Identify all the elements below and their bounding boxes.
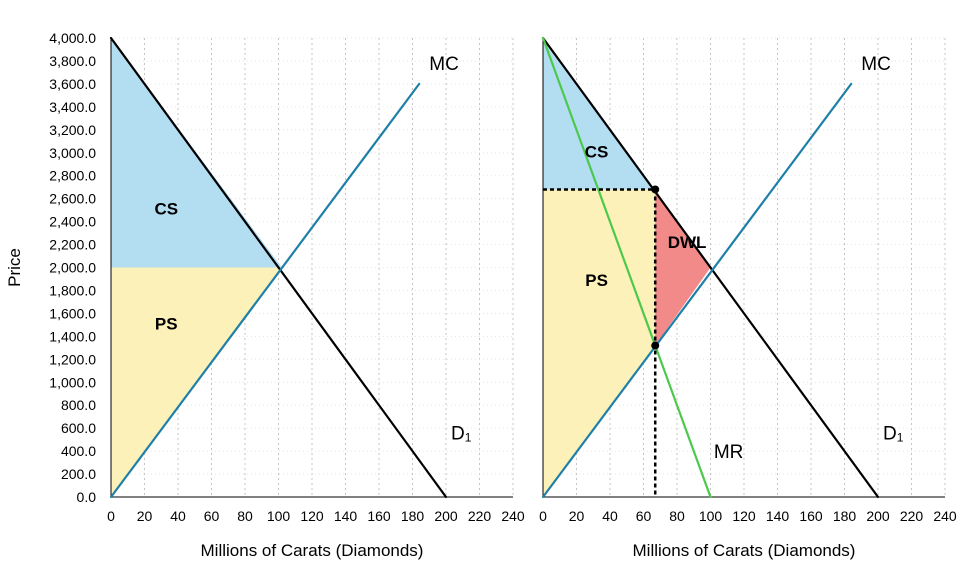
p1-y-tick-label-18: 3,600.0 <box>49 76 96 92</box>
p2-label-mr: MR <box>714 442 744 463</box>
p1-x-tick-label-120: 120 <box>300 508 324 524</box>
p2-label-demand-main: D <box>883 424 897 445</box>
p1-y-tick-label-7: 1,400.0 <box>49 328 96 344</box>
p1-y-tick-label-12: 2,400.0 <box>49 214 96 230</box>
p1-x-tick-label-0: 0 <box>107 508 115 524</box>
p2-x-tick-label-160: 160 <box>799 508 823 524</box>
p1-label-demand-subscript: 1 <box>465 431 472 445</box>
p1-x-tick-label-160: 160 <box>367 508 391 524</box>
p1-y-tick-label-8: 1,600.0 <box>49 305 96 321</box>
p1-x-tick-label-240: 240 <box>501 508 525 524</box>
p1-label-ps: PS <box>155 314 178 333</box>
p2-x-tick-label-20: 20 <box>569 508 585 524</box>
p1-y-tick-label-13: 2,600.0 <box>49 191 96 207</box>
p2-label-mc: MC <box>861 54 891 75</box>
p1-y-tick-label-5: 1,000.0 <box>49 374 96 390</box>
p1-x-tick-label-20: 20 <box>137 508 153 524</box>
p1-x-tick-label-140: 140 <box>334 508 358 524</box>
p2-x-tick-label-80: 80 <box>669 508 685 524</box>
p1-y-axis-title: Price <box>5 248 24 287</box>
p2-x-axis-title: Millions of Carats (Diamonds) <box>633 541 856 560</box>
p1-y-tick-label-16: 3,200.0 <box>49 122 96 138</box>
p2-x-tick-label-180: 180 <box>833 508 857 524</box>
p1-y-tick-label-14: 2,800.0 <box>49 168 96 184</box>
p2-x-tick-label-200: 200 <box>866 508 890 524</box>
p2-marker-1 <box>651 185 660 194</box>
p1-x-tick-label-180: 180 <box>401 508 425 524</box>
p1-y-tick-label-17: 3,400.0 <box>49 99 96 115</box>
p1-series-d1 <box>109 36 448 499</box>
p1-label-mc: MC <box>429 54 459 75</box>
p1-y-tick-label-19: 3,800.0 <box>49 53 96 69</box>
p1-label-demand-main: D <box>451 424 465 445</box>
p1-y-tick-label-3: 600.0 <box>61 420 96 436</box>
p2-x-tick-label-0: 0 <box>539 508 547 524</box>
p1-x-tick-label-40: 40 <box>170 508 186 524</box>
p1-y-tick-label-4: 800.0 <box>61 397 96 413</box>
p1-x-tick-label-100: 100 <box>267 508 291 524</box>
p2-label-demand: D1 <box>883 424 904 445</box>
p2-x-tick-label-140: 140 <box>766 508 790 524</box>
p2-x-tick-label-60: 60 <box>636 508 652 524</box>
p1-y-tick-label-0: 0.0 <box>77 489 97 505</box>
p1-y-tick-label-9: 1,800.0 <box>49 282 96 298</box>
p2-label-demand-subscript: 1 <box>897 431 904 445</box>
p2-x-tick-label-240: 240 <box>933 508 957 524</box>
p1-label-demand: D1 <box>451 424 472 445</box>
p1-y-tick-label-11: 2,200.0 <box>49 237 96 253</box>
p1-y-tick-label-6: 1,200.0 <box>49 351 96 367</box>
p2-x-tick-label-120: 120 <box>732 508 756 524</box>
p2-marker-2 <box>651 341 660 350</box>
p2-x-tick-label-100: 100 <box>699 508 723 524</box>
lines-layer <box>109 36 880 499</box>
p2-x-tick-label-40: 40 <box>602 508 618 524</box>
p2-label-ps: PS <box>585 271 608 290</box>
labels-layer: Millions of Carats (Diamonds)PriceMCD1CS… <box>5 54 904 560</box>
p2-label-cs: CS <box>585 142 609 161</box>
p1-x-tick-label-80: 80 <box>237 508 253 524</box>
areas-layer <box>111 38 711 497</box>
p1-x-axis-title: Millions of Carats (Diamonds) <box>201 541 424 560</box>
p1-y-tick-label-2: 400.0 <box>61 443 96 459</box>
p1-y-tick-label-10: 2,000.0 <box>49 260 96 276</box>
p1-x-tick-label-60: 60 <box>204 508 220 524</box>
p1-label-cs: CS <box>154 200 178 219</box>
p1-y-tick-label-15: 3,000.0 <box>49 145 96 161</box>
grid-layer <box>111 37 946 497</box>
p1-y-tick-label-1: 200.0 <box>61 466 96 482</box>
p2-area-dwl <box>655 189 711 346</box>
p1-y-tick-label-20: 4,000.0 <box>49 30 96 46</box>
p2-series-mr <box>541 36 712 499</box>
p1-x-tick-label-200: 200 <box>434 508 458 524</box>
p2-series-d1 <box>541 36 880 499</box>
p1-x-tick-label-220: 220 <box>468 508 492 524</box>
p2-x-tick-label-220: 220 <box>900 508 924 524</box>
p1-series-mc <box>109 82 421 499</box>
p2-series-mc <box>541 82 853 499</box>
ticks-layer: 0 20 40 60 80 100 120 140 160 180 200 220 2400.0200.… <box>49 30 957 524</box>
p2-label-dwl: DWL <box>668 233 707 252</box>
